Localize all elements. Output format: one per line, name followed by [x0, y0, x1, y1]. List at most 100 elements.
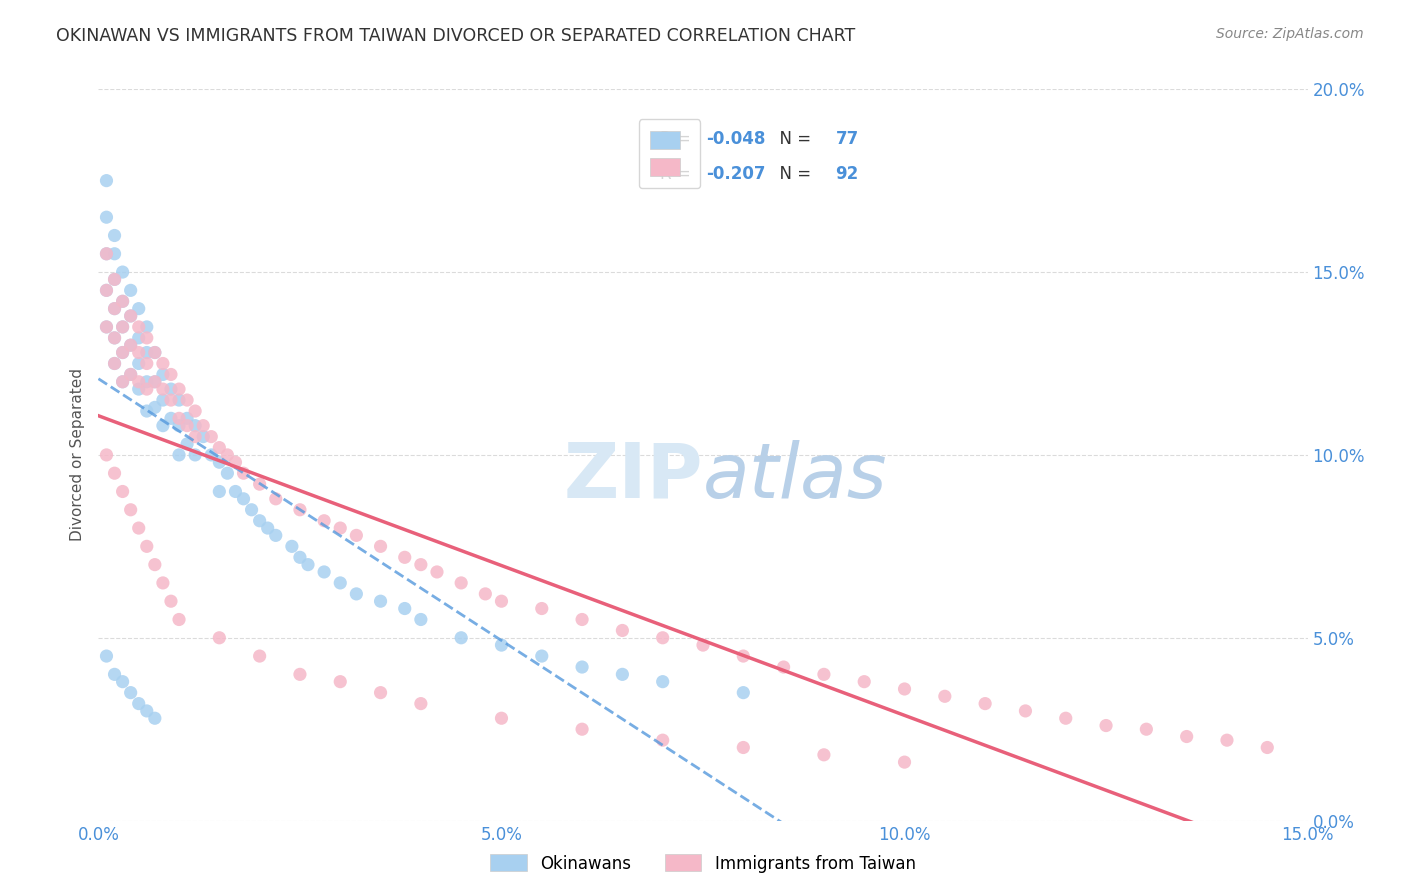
Text: 92: 92 — [835, 165, 859, 184]
Point — [450, 631, 472, 645]
Legend: Okinawans, Immigrants from Taiwan: Okinawans, Immigrants from Taiwan — [484, 847, 922, 880]
Text: Source: ZipAtlas.com: Source: ZipAtlas.com — [1216, 27, 1364, 41]
Point — [612, 624, 634, 638]
Point — [167, 418, 190, 433]
Point — [1054, 711, 1077, 725]
Point — [224, 455, 246, 469]
Point — [160, 411, 183, 425]
Point — [297, 558, 319, 572]
Point — [314, 565, 336, 579]
Point — [167, 411, 190, 425]
Point — [450, 576, 472, 591]
Point — [893, 681, 915, 696]
Point — [96, 210, 118, 224]
Point — [120, 686, 142, 700]
Point — [651, 674, 673, 689]
Text: -0.048: -0.048 — [706, 130, 765, 148]
Point — [143, 401, 166, 415]
Point — [329, 521, 352, 535]
Point — [1095, 718, 1118, 732]
Text: ZIP: ZIP — [564, 440, 703, 514]
Point — [329, 576, 352, 591]
Point — [249, 477, 271, 491]
Text: R =: R = — [661, 130, 696, 148]
Point — [193, 430, 215, 444]
Point — [208, 631, 231, 645]
Point — [111, 319, 134, 334]
Point — [103, 272, 125, 286]
Point — [152, 368, 174, 382]
Point — [1256, 740, 1278, 755]
Point — [217, 448, 239, 462]
Point — [152, 576, 174, 591]
Point — [344, 587, 367, 601]
Y-axis label: Divorced or Separated: Divorced or Separated — [70, 368, 86, 541]
Point — [184, 404, 207, 418]
Point — [1014, 704, 1036, 718]
Point — [176, 418, 198, 433]
Point — [184, 448, 207, 462]
Point — [111, 375, 134, 389]
Point — [200, 448, 222, 462]
Point — [176, 411, 198, 425]
Point — [96, 246, 118, 260]
Point — [143, 345, 166, 359]
Point — [103, 246, 125, 260]
Point — [288, 503, 311, 517]
Point — [135, 331, 157, 345]
Point — [167, 392, 190, 407]
Point — [111, 345, 134, 359]
Point — [813, 667, 835, 681]
Point — [135, 382, 157, 396]
Point — [288, 550, 311, 565]
Point — [813, 747, 835, 762]
Text: atlas: atlas — [703, 440, 887, 514]
Point — [281, 539, 304, 553]
Point — [264, 528, 287, 542]
Point — [184, 430, 207, 444]
Point — [111, 484, 134, 499]
Legend: , : , — [638, 120, 700, 188]
Point — [103, 466, 125, 480]
Point — [103, 301, 125, 316]
Point — [167, 448, 190, 462]
Point — [96, 448, 118, 462]
Point — [135, 356, 157, 371]
Point — [853, 674, 876, 689]
Point — [264, 491, 287, 506]
Point — [571, 613, 593, 627]
Point — [530, 649, 553, 664]
Point — [232, 466, 254, 480]
Point — [394, 550, 416, 565]
Point — [111, 674, 134, 689]
Point — [208, 441, 231, 455]
Point — [409, 613, 432, 627]
Point — [128, 375, 150, 389]
Point — [143, 345, 166, 359]
Point — [167, 613, 190, 627]
Point — [111, 319, 134, 334]
Point — [409, 697, 432, 711]
Point — [772, 660, 794, 674]
Text: -0.207: -0.207 — [706, 165, 766, 184]
Point — [111, 345, 134, 359]
Point — [612, 667, 634, 681]
Point — [160, 594, 183, 608]
Point — [103, 301, 125, 316]
Point — [571, 660, 593, 674]
Point — [143, 375, 166, 389]
Point — [96, 319, 118, 334]
Point — [103, 667, 125, 681]
Point — [111, 375, 134, 389]
Point — [103, 331, 125, 345]
Point — [152, 418, 174, 433]
Point — [426, 565, 449, 579]
Point — [733, 649, 755, 664]
Point — [176, 437, 198, 451]
Point — [96, 173, 118, 188]
Point — [135, 539, 157, 553]
Point — [491, 594, 513, 608]
Point — [491, 711, 513, 725]
Point — [208, 484, 231, 499]
Point — [135, 319, 157, 334]
